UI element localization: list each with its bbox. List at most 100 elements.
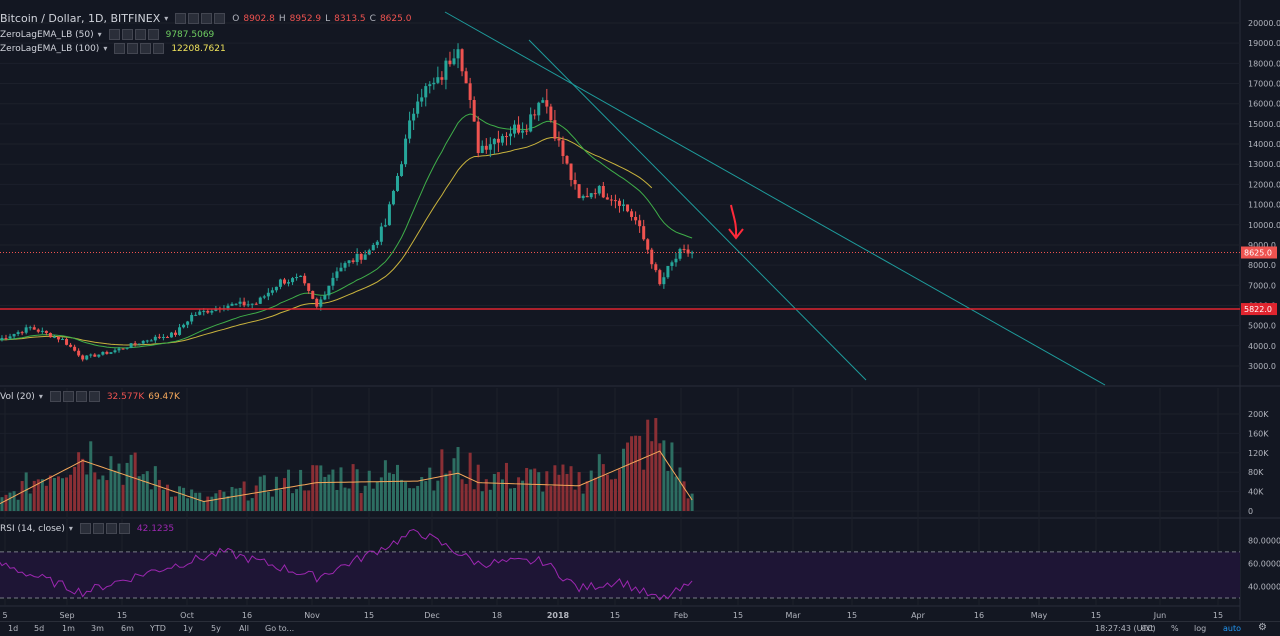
volume-bar	[311, 465, 315, 511]
price-tick-label: 5000.0	[1248, 322, 1276, 331]
gear-icon[interactable]: ⚙	[1258, 622, 1267, 633]
range-6m[interactable]: 6m	[121, 624, 134, 633]
volume-bar	[589, 470, 593, 511]
volume-bar	[109, 456, 113, 511]
support-badge	[1241, 303, 1277, 316]
range-all[interactable]: All	[239, 624, 249, 633]
volume-bar	[81, 458, 85, 511]
range-1d[interactable]: 1d	[8, 624, 19, 633]
indicator-buttons[interactable]	[114, 43, 165, 54]
legend-buttons[interactable]	[175, 13, 226, 24]
symbol-title[interactable]: Bitcoin / Dollar, 1D, BITFINEX	[0, 12, 161, 25]
candle-body	[295, 277, 299, 279]
last-price-badge-text: 8625.0	[1244, 249, 1272, 258]
volume-bar	[28, 493, 32, 511]
volume-bar	[504, 462, 508, 511]
candle-body	[77, 350, 81, 356]
price-tick-label: 11000.0	[1248, 201, 1280, 210]
volume-bar	[0, 497, 4, 511]
chevron-down-icon[interactable]: ▾	[68, 524, 73, 533]
candle-body	[117, 348, 121, 351]
volume-bar	[89, 441, 93, 511]
chevron-down-icon[interactable]: ▾	[97, 30, 102, 39]
candle-body	[315, 298, 319, 307]
candle-body	[359, 253, 363, 260]
candle-body	[339, 267, 343, 272]
candle-body	[412, 113, 416, 121]
volume-bar	[85, 474, 89, 511]
goto-button[interactable]: Go to...	[265, 624, 295, 633]
volume-bar	[371, 488, 375, 511]
rsi-name[interactable]: RSI (14, close)	[0, 523, 65, 534]
time-tick-label: Jun	[1153, 611, 1167, 620]
ema50-line	[0, 113, 693, 349]
candle-body	[230, 303, 234, 306]
range-5d[interactable]: 5d	[34, 624, 45, 633]
candle-body	[343, 263, 347, 268]
indicator-buttons[interactable]	[108, 29, 159, 40]
annotation-arrow	[730, 204, 738, 237]
open-value: 8902.8	[243, 13, 275, 24]
candle-body	[666, 265, 670, 278]
log-toggle[interactable]: log	[1194, 624, 1207, 633]
candle-body	[589, 193, 593, 198]
candle-body	[319, 299, 323, 307]
candle-body	[533, 114, 537, 116]
range-5y[interactable]: 5y	[211, 624, 221, 633]
volume-bar	[404, 481, 408, 511]
candle-body	[262, 296, 266, 298]
candle-body	[347, 260, 351, 264]
chevron-down-icon[interactable]: ▾	[38, 392, 43, 401]
high-value: 8952.9	[289, 13, 322, 24]
candle-body	[32, 327, 36, 330]
candle-body	[65, 339, 69, 345]
volume-bar	[254, 485, 258, 511]
price-tick-label: 8000.0	[1248, 261, 1276, 270]
range-1m[interactable]: 1m	[62, 624, 75, 633]
candle-body	[121, 348, 125, 350]
auto-toggle[interactable]: auto	[1223, 624, 1242, 633]
rsi-buttons[interactable]	[79, 523, 130, 534]
candle-body	[642, 226, 646, 240]
indicator-name[interactable]: ZeroLagEMA_LB (50)	[0, 29, 94, 40]
volume-bar	[266, 491, 270, 511]
range-ytd[interactable]: YTD	[150, 624, 166, 633]
volume-bar	[500, 479, 504, 511]
volume-bar	[157, 479, 161, 511]
volume-bar	[513, 487, 517, 511]
ext-toggle[interactable]: ext	[1141, 624, 1154, 633]
candle-body	[408, 120, 412, 139]
candle-body	[73, 346, 77, 351]
chevron-down-icon[interactable]: ▾	[103, 44, 108, 53]
range-1y[interactable]: 1y	[183, 624, 193, 633]
candle-body	[28, 327, 32, 329]
candle-body	[658, 270, 662, 285]
volume-bar	[113, 470, 117, 511]
candle-body	[537, 102, 541, 116]
volume-bar	[391, 474, 395, 511]
volume-bar	[48, 475, 52, 511]
volume-bar	[319, 465, 323, 511]
percent-toggle[interactable]: %	[1171, 624, 1179, 633]
range-3m[interactable]: 3m	[91, 624, 104, 633]
rsi-tick-label: 40.0000	[1248, 582, 1280, 591]
volume-ma-line	[0, 450, 693, 505]
candle-body	[662, 277, 666, 285]
chevron-down-icon[interactable]: ▾	[164, 14, 169, 23]
candle-body	[613, 200, 617, 202]
time-tick-label: 15	[733, 611, 743, 620]
volume-bar	[40, 479, 44, 511]
volume-bar	[351, 464, 355, 511]
volume-name[interactable]: Vol (20)	[0, 391, 35, 402]
low-label: L	[325, 13, 331, 24]
volume-buttons[interactable]	[49, 391, 100, 402]
time-tick-label: Apr	[911, 611, 926, 620]
volume-bar	[202, 501, 206, 511]
volume-bar	[65, 477, 69, 511]
indicator-name[interactable]: ZeroLagEMA_LB (100)	[0, 43, 100, 54]
price-tick-label: 13000.0	[1248, 160, 1280, 169]
candle-body	[638, 220, 642, 227]
volume-bar	[307, 490, 311, 511]
rsi-value: 42.1235	[136, 523, 175, 534]
